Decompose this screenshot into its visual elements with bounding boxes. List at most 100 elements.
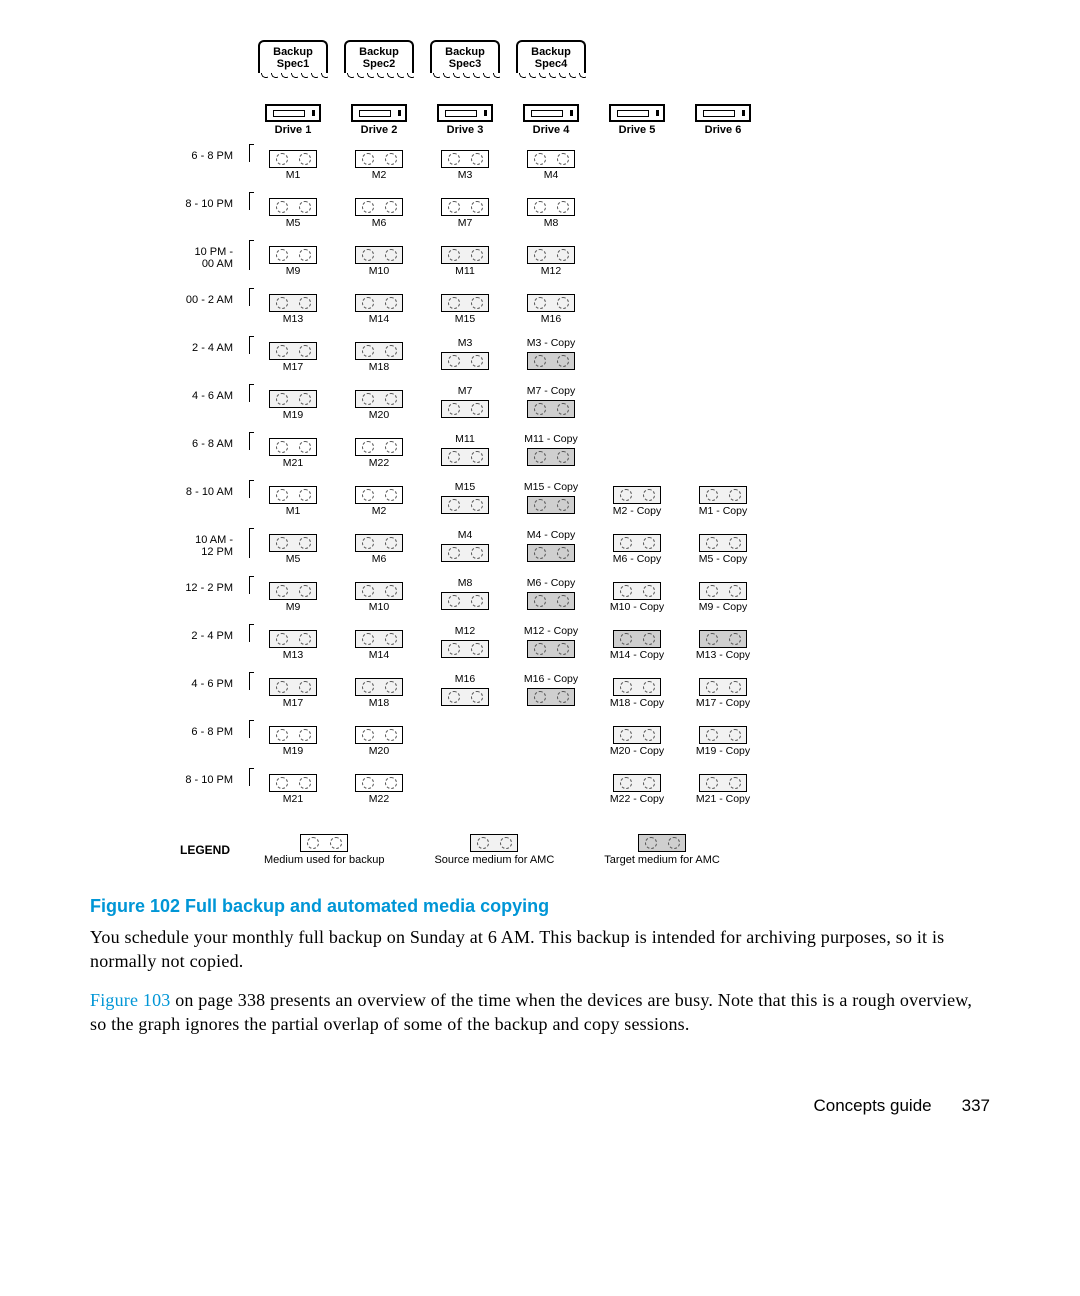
backup-spec-2: BackupSpec2 — [344, 40, 414, 78]
media-cell: M9 — [250, 578, 336, 615]
media-bkp-icon — [441, 198, 489, 216]
media-cell: M12 — [508, 242, 594, 279]
media-label: M5 - Copy — [699, 553, 747, 565]
drive-icon — [609, 104, 665, 122]
media-label: M15 — [455, 481, 475, 493]
media-cell: M16 — [422, 674, 508, 706]
media-cell: M12 - Copy — [508, 626, 594, 658]
figure-103-link[interactable]: Figure 103 — [90, 990, 171, 1010]
media-src-icon — [355, 534, 403, 552]
media-src-icon — [355, 246, 403, 264]
media-cell: M22 — [336, 434, 422, 471]
media-src-icon — [470, 834, 518, 852]
legend-item-tgt: Target medium for AMC — [604, 834, 720, 866]
media-src-icon — [355, 630, 403, 648]
media-label: M13 — [283, 313, 303, 325]
media-cell: M16 — [508, 290, 594, 327]
media-tgt-icon — [527, 592, 575, 610]
drive-label-1: Drive 1 — [250, 124, 336, 136]
media-label: M13 — [283, 649, 303, 661]
drive-icon — [523, 104, 579, 122]
media-src-icon — [699, 774, 747, 792]
media-label: M1 - Copy — [699, 505, 747, 517]
media-label: M17 - Copy — [696, 697, 750, 709]
media-cell: M19 - Copy — [680, 722, 766, 759]
media-tgt-icon — [527, 352, 575, 370]
media-cell: M19 — [250, 386, 336, 423]
media-bkp-icon — [269, 726, 317, 744]
figure-caption: Figure 102 Full backup and automated med… — [90, 896, 990, 917]
time-slot-label: 8 - 10 PM — [160, 768, 250, 786]
media-cell: M21 — [250, 434, 336, 471]
media-label: M8 — [544, 217, 559, 229]
media-cell: M21 - Copy — [680, 770, 766, 807]
media-cell: M15 — [422, 482, 508, 514]
footer-guide-label: Concepts guide — [813, 1096, 931, 1116]
media-cell: M16 - Copy — [508, 674, 594, 706]
time-slot-label: 12 - 2 PM — [160, 576, 250, 594]
media-label: M5 — [286, 553, 301, 565]
media-src-icon — [441, 640, 489, 658]
time-slot-label: 2 - 4 AM — [160, 336, 250, 354]
media-cell: M22 - Copy — [594, 770, 680, 807]
media-cell: M12 — [422, 626, 508, 658]
media-cell: M21 — [250, 770, 336, 807]
media-bkp-icon — [355, 198, 403, 216]
media-src-icon — [269, 678, 317, 696]
media-cell: M20 — [336, 386, 422, 423]
media-label: M12 - Copy — [524, 625, 578, 637]
media-src-icon — [613, 726, 661, 744]
media-cell: M14 — [336, 290, 422, 327]
paragraph-2: Figure 103 on page 338 presents an overv… — [90, 988, 990, 1037]
media-label: M19 — [283, 409, 303, 421]
media-label: M6 — [372, 217, 387, 229]
media-label: M10 — [369, 265, 389, 277]
media-src-icon — [699, 486, 747, 504]
media-src-icon — [441, 352, 489, 370]
media-src-icon — [699, 678, 747, 696]
media-cell: M5 - Copy — [680, 530, 766, 567]
drive-icon — [265, 104, 321, 122]
media-label: M18 - Copy — [610, 697, 664, 709]
media-label: M1 — [286, 505, 301, 517]
media-label: M9 - Copy — [699, 601, 747, 613]
media-label: M17 — [283, 697, 303, 709]
media-label: M20 — [369, 745, 389, 757]
media-label: M9 — [286, 265, 301, 277]
backup-schedule-diagram: BackupSpec1BackupSpec2BackupSpec3BackupS… — [160, 40, 920, 866]
backup-spec-1: BackupSpec1 — [258, 40, 328, 78]
media-label: M9 — [286, 601, 301, 613]
media-cell: M14 — [336, 626, 422, 663]
media-cell: M9 - Copy — [680, 578, 766, 615]
media-cell: M1 — [250, 482, 336, 519]
legend-label: Source medium for AMC — [434, 854, 554, 866]
media-bkp-icon — [300, 834, 348, 852]
time-slot-label: 8 - 10 PM — [160, 192, 250, 210]
media-label: M14 — [369, 649, 389, 661]
drive-label-3: Drive 3 — [422, 124, 508, 136]
media-bkp-icon — [527, 198, 575, 216]
media-src-icon — [441, 246, 489, 264]
media-cell: M14 - Copy — [594, 626, 680, 663]
media-label: M19 - Copy — [696, 745, 750, 757]
header-grid: BackupSpec1BackupSpec2BackupSpec3BackupS… — [160, 40, 920, 144]
media-cell: M7 — [422, 194, 508, 231]
media-cell: M2 - Copy — [594, 482, 680, 519]
drive-label-2: Drive 2 — [336, 124, 422, 136]
media-bkp-icon — [269, 246, 317, 264]
media-label: M17 — [283, 361, 303, 373]
time-slot-label: 8 - 10 AM — [160, 480, 250, 498]
media-src-icon — [613, 582, 661, 600]
media-cell: M2 — [336, 146, 422, 183]
media-cell: M4 - Copy — [508, 530, 594, 562]
drive-icon — [437, 104, 493, 122]
media-label: M7 — [458, 217, 473, 229]
media-src-icon — [269, 294, 317, 312]
legend-item-src: Source medium for AMC — [434, 834, 554, 866]
time-slot-label: 00 - 2 AM — [160, 288, 250, 306]
media-cell: M10 — [336, 578, 422, 615]
media-bkp-icon — [269, 774, 317, 792]
media-label: M10 — [369, 601, 389, 613]
backup-spec-4: BackupSpec4 — [516, 40, 586, 78]
media-label: M1 — [286, 169, 301, 181]
